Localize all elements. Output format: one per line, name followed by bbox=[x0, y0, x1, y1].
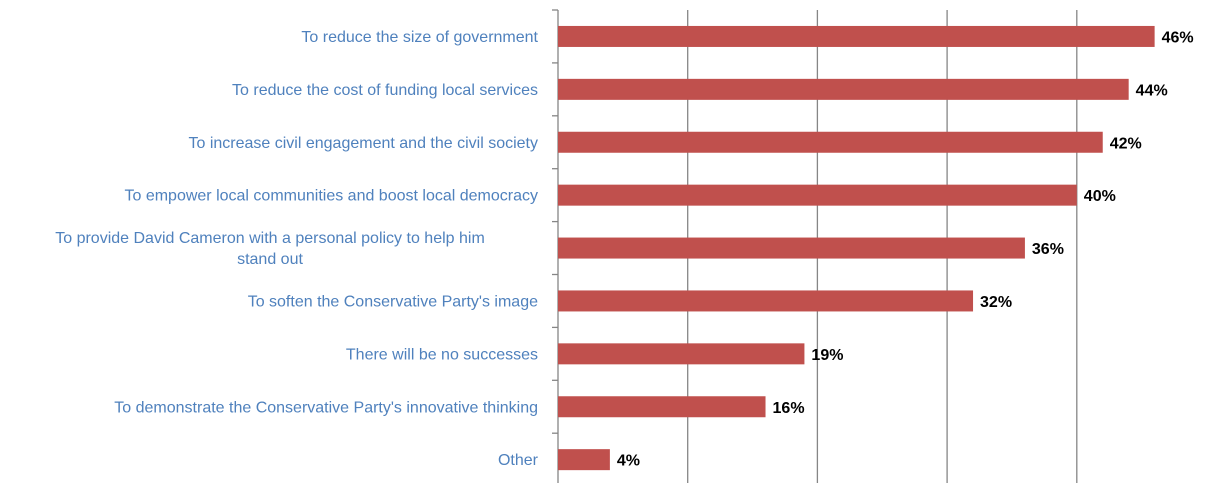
category-label: To demonstrate the Conservative Party's … bbox=[114, 399, 538, 416]
data-label: 19% bbox=[811, 347, 843, 364]
bar bbox=[558, 290, 974, 312]
data-label: 16% bbox=[773, 400, 805, 417]
bars bbox=[558, 25, 1155, 471]
value-labels: 46% 44% 42% 40% 36% 32% 19% 16% 4% bbox=[617, 29, 1194, 469]
bar bbox=[558, 396, 766, 418]
data-label: 46% bbox=[1162, 29, 1194, 46]
category-label: Other bbox=[498, 452, 539, 469]
data-label: 36% bbox=[1032, 241, 1064, 258]
category-label: To reduce the cost of funding local serv… bbox=[232, 82, 538, 99]
bar bbox=[558, 184, 1077, 206]
bar bbox=[558, 25, 1155, 47]
category-label: To empower local communities and boost l… bbox=[124, 188, 538, 205]
bar bbox=[558, 237, 1025, 259]
data-label: 44% bbox=[1136, 82, 1168, 99]
data-label: 32% bbox=[980, 294, 1012, 311]
category-label: To reduce the size of government bbox=[301, 29, 538, 46]
bar bbox=[558, 78, 1129, 100]
category-label: To soften the Conservative Party's image bbox=[248, 293, 538, 310]
bar bbox=[558, 131, 1103, 153]
category-label: stand out bbox=[237, 251, 303, 268]
category-label: There will be no successes bbox=[346, 346, 538, 363]
data-label: 42% bbox=[1110, 135, 1142, 152]
data-label: 40% bbox=[1084, 188, 1116, 205]
category-label: To increase civil engagement and the civ… bbox=[188, 135, 538, 152]
bar bbox=[558, 343, 805, 365]
y-axis bbox=[552, 9, 559, 483]
data-label: 4% bbox=[617, 453, 640, 470]
category-label: To provide David Cameron with a personal… bbox=[55, 230, 485, 247]
category-labels: To reduce the size of government To reduc… bbox=[55, 29, 538, 469]
bar bbox=[558, 449, 610, 471]
